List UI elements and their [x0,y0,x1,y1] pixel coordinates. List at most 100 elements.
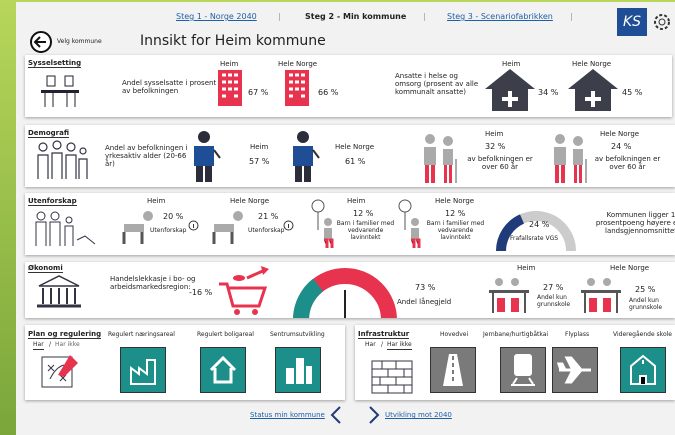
value: 34 % [538,89,558,97]
elderly-icon [420,133,460,183]
note: Kommunen ligger 1 prosentpoeng høyere en… [591,211,675,235]
wall-icon [370,357,415,395]
value: 73 % [415,284,435,292]
city-icon [284,356,312,384]
separator: | [278,13,281,21]
panel: Utenforskap Heim 20 % Utenforskap Hele N… [25,193,675,255]
info-icon[interactable] [283,220,294,231]
nav-link[interactable]: Utvikling mot 2040 [385,411,452,419]
value: 20 % [163,213,183,221]
value: 24 % [529,221,549,229]
cart-icon [217,266,277,316]
value: 27 % [543,284,563,292]
section-title: Økonomi [28,264,63,273]
tab[interactable]: Steg 3 - Scenariofabrikken [447,13,553,21]
panel: Demografi Andel av befolkningen i yrkesa… [25,125,675,187]
toggle[interactable]: Har [33,341,44,350]
label: Ansatte i helse og omsorg (prosent av al… [395,72,480,96]
label: Handelslekkasje i bo- og arbeidsmarkedsr… [110,275,200,291]
plane-icon [559,356,591,384]
tile[interactable] [430,347,476,393]
section-title: Demografi [28,129,69,138]
page: Steg 1 - Norge 2040 | Steg 2 - Min kommu… [0,0,675,435]
label: Hele Norge [610,264,649,272]
tab[interactable]: Steg 1 - Norge 2040 [176,13,257,21]
label: Andel av befolkningen i yrkesaktiv alder… [105,144,195,168]
label: Heim [517,264,535,272]
separator: | [570,13,573,21]
tile[interactable] [275,347,321,393]
value: 25 % [635,286,655,294]
label: Regulert næringsareal [108,331,175,339]
worker-icon [192,130,220,182]
panel: Økonomi Handelslekkasje i bo- og arbeids… [25,262,675,318]
value: 12 % [353,210,373,218]
label: Andel lånegjeld [397,298,451,306]
label: Heim [250,143,268,151]
back-label[interactable]: Velg kommune [57,38,102,46]
gauge [293,268,397,318]
section-title: Plan og regulering [28,330,101,339]
crawl-icon [210,208,245,244]
family-icon [33,210,98,248]
tile[interactable] [620,347,666,393]
icon [39,72,81,108]
label: Heim [502,60,520,68]
nav-link[interactable]: Status min kommune [250,411,325,419]
logo: KS [617,8,647,36]
tile[interactable] [200,347,246,393]
label: Videregående skole [613,331,672,339]
label: Heim [220,60,238,68]
value: 24 % [611,143,631,151]
tile[interactable] [500,347,546,393]
label: Barn i familier med vedvarende lavinntek… [423,220,488,241]
side-strip [0,0,16,435]
panel: Infrastruktur Har / Har ikke Hovedvei Je… [355,325,675,400]
toggle[interactable]: Har ikke [55,341,80,349]
label: Sentrumsutvikling [270,331,325,339]
next-arrow[interactable] [368,405,380,425]
section-title: Sysselsetting [28,59,81,68]
road-icon [441,354,465,386]
info-icon[interactable] [188,220,199,231]
settings-icon[interactable] [653,13,671,31]
school-building-icon [629,354,657,386]
separator: / [381,341,383,349]
toggle[interactable]: Har [365,341,376,349]
elderly-icon [550,133,590,183]
label: Hovedvei [440,331,468,339]
tab[interactable]: Steg 2 - Min kommune [305,13,406,21]
value: 32 % [485,143,505,151]
label: Hele Norge [600,130,639,138]
label: av befolkningen er over 60 år [590,155,665,171]
label: Jernbane/hurtigbåtkai [483,331,548,339]
value: 57 % [249,158,269,166]
panel: Plan og regulering Har / Har ikke Regule… [25,325,345,400]
back-button[interactable] [30,31,52,53]
value: -16 % [189,289,212,297]
building-icon [285,70,309,106]
label: Hele Norge [335,143,374,151]
house-icon [485,69,535,111]
label: Heim [485,130,503,138]
crawl-icon [120,208,155,244]
panel: Sysselsetting Andel sysselsatte i prosen… [25,55,672,117]
value: 12 % [445,210,465,218]
separator: | [423,13,426,21]
tile[interactable] [120,347,166,393]
label: Andel sysselsatte i prosent av befolknin… [122,79,222,95]
toggle[interactable]: Har ikke [387,341,412,350]
label: Hele Norge [278,60,317,68]
value: 67 % [248,89,268,97]
bank-icon [37,274,81,310]
plan-icon [40,353,80,393]
label: Regulert boligareal [197,331,254,339]
label: Barn i familier med vedvarende lavinntek… [333,220,398,241]
tile[interactable] [552,347,598,393]
value: 66 % [318,89,338,97]
school-icon [485,276,535,314]
prev-arrow[interactable] [330,405,342,425]
value: 61 % [345,158,365,166]
factory-icon [129,358,157,384]
label: Andel kun grunnskole [537,294,575,308]
